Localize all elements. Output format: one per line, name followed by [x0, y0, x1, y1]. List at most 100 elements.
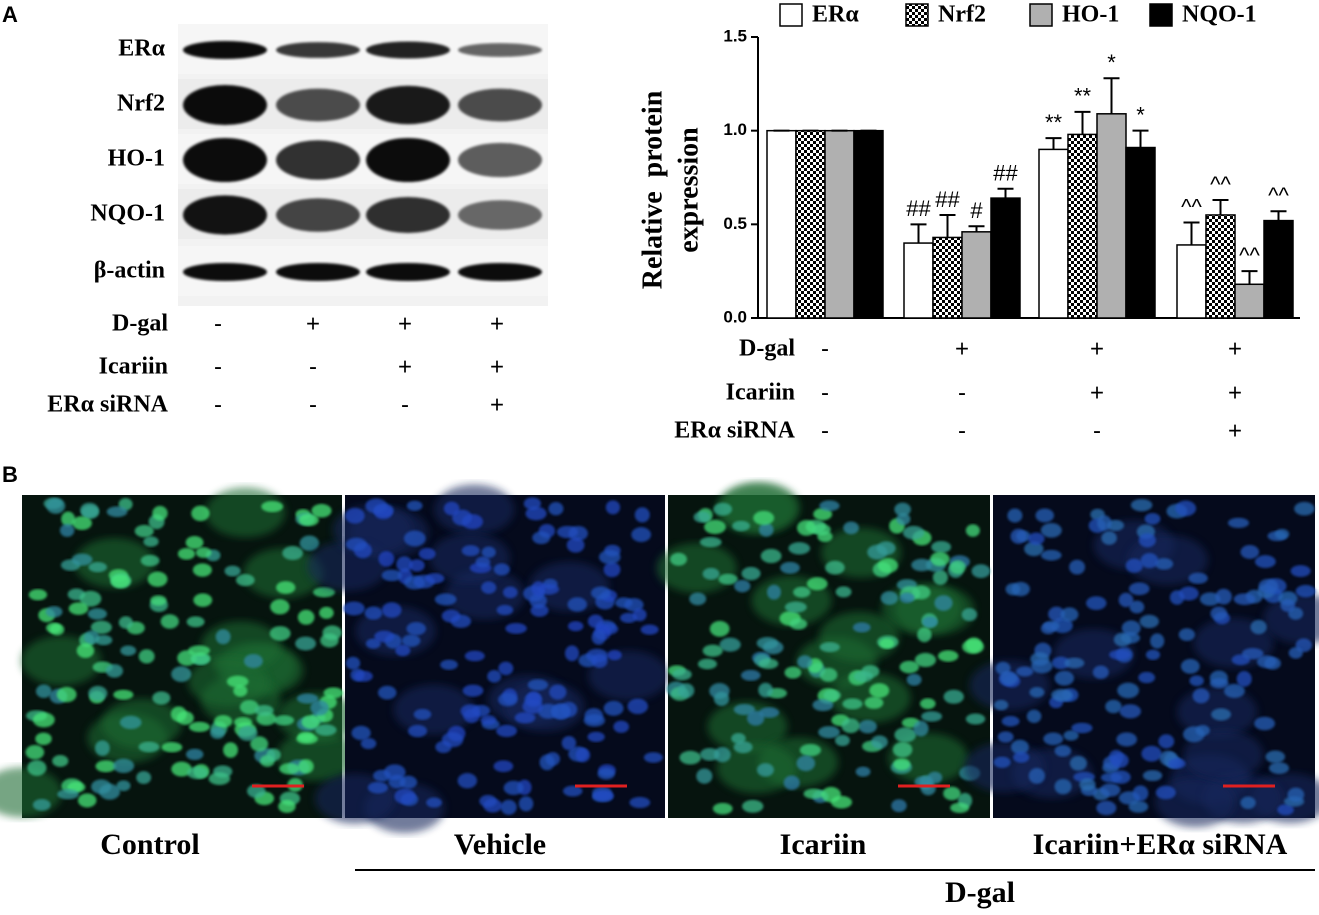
nucleus	[1138, 533, 1156, 548]
nucleus	[789, 618, 808, 630]
treatment-sign: -	[958, 379, 966, 406]
nucleus	[406, 621, 427, 636]
nucleus	[562, 785, 583, 797]
nucleus	[591, 654, 608, 668]
nucleus	[1118, 592, 1134, 608]
nucleus	[480, 715, 497, 726]
blot-band	[366, 197, 450, 233]
nucleus	[395, 644, 411, 657]
nucleus	[527, 679, 549, 691]
treatment-label: D-gal	[739, 336, 795, 362]
bar	[824, 129, 855, 319]
blot-band	[366, 138, 450, 182]
blot-band	[458, 43, 542, 57]
bar	[1263, 219, 1294, 319]
blot-band	[366, 263, 450, 281]
nucleus	[632, 608, 647, 622]
nucleus	[403, 530, 426, 547]
bar	[1038, 148, 1069, 319]
nucleus	[564, 645, 580, 662]
cytoplasm-glow	[243, 548, 324, 599]
nucleus	[613, 720, 630, 733]
nucleus	[56, 686, 77, 703]
nucleus	[1130, 498, 1153, 512]
nucleus	[590, 586, 611, 600]
nucleus	[320, 633, 339, 648]
legend-swatch	[779, 3, 803, 27]
nucleus	[869, 683, 890, 698]
y-axis-label: Relative protein	[637, 90, 668, 289]
nucleus	[587, 731, 605, 742]
blot-band	[183, 85, 267, 125]
nucleus	[858, 719, 877, 734]
error-bar	[1045, 137, 1062, 150]
nucleus	[842, 698, 863, 710]
nucleus	[1178, 586, 1199, 601]
nucleus	[360, 738, 377, 750]
nucleus	[1142, 770, 1163, 782]
nucleus	[561, 735, 577, 751]
nucleus	[921, 711, 943, 722]
significance-label: ##	[906, 196, 931, 221]
nucleus	[426, 797, 442, 808]
treatment-sign: +	[1228, 335, 1242, 362]
nucleus	[282, 546, 304, 561]
error-bar	[939, 213, 956, 238]
nucleus	[712, 802, 733, 815]
nucleus	[195, 547, 212, 558]
nucleus	[1233, 593, 1256, 605]
nucleus	[1117, 682, 1140, 699]
nucleus	[567, 597, 588, 612]
nucleus	[276, 581, 296, 594]
nucleus	[76, 643, 95, 658]
nucleus	[1188, 572, 1208, 584]
nucleus	[1129, 600, 1145, 614]
nucleus	[1079, 778, 1096, 791]
cytoplasm-glow	[588, 650, 669, 701]
nucleus	[1155, 558, 1174, 570]
significance-label: *	[1107, 50, 1116, 75]
nucleus	[855, 766, 871, 777]
bar	[1176, 244, 1207, 319]
nucleus	[1063, 730, 1079, 741]
nucleus	[378, 551, 395, 567]
nucleus	[418, 547, 436, 560]
nucleus	[593, 790, 614, 802]
nucleus	[1280, 599, 1296, 612]
nucleus	[598, 549, 621, 565]
treatment-sign: +	[490, 310, 504, 337]
nucleus	[741, 566, 761, 581]
micrograph	[964, 495, 1319, 828]
nucleus	[821, 786, 841, 803]
error-bar	[1103, 77, 1120, 114]
nucleus	[188, 721, 210, 733]
nucleus	[643, 752, 663, 763]
nucleus	[496, 604, 514, 616]
y-tick-label: 1.5	[723, 26, 747, 45]
blot-band	[276, 140, 360, 180]
nucleus	[732, 520, 751, 532]
micrograph	[0, 487, 358, 818]
nucleus	[1175, 500, 1197, 517]
nucleus	[597, 768, 615, 780]
nucleus	[1071, 722, 1093, 734]
nucleus	[704, 519, 726, 535]
nucleus	[364, 606, 383, 620]
nucleus	[1040, 549, 1062, 561]
nucleus	[25, 744, 45, 760]
nucleus	[1227, 517, 1250, 529]
nucleus	[208, 772, 231, 786]
error-bar	[1074, 110, 1091, 135]
legend-swatch	[1149, 3, 1173, 27]
nucleus	[995, 661, 1011, 675]
nucleus	[607, 650, 622, 661]
nucleus	[113, 689, 134, 700]
nucleus	[269, 626, 291, 641]
error-bar	[1132, 129, 1149, 148]
legend-label: NQO-1	[1182, 2, 1257, 28]
nucleus	[756, 636, 779, 650]
nucleus	[118, 616, 133, 629]
nucleus	[784, 666, 802, 679]
nucleus	[971, 564, 991, 579]
